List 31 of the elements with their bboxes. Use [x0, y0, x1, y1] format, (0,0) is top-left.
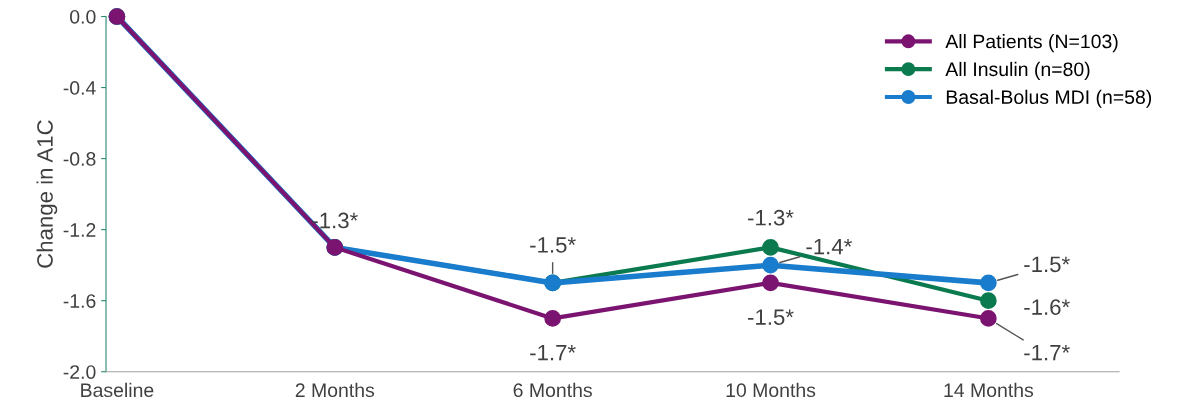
- annotation: -1.7*: [530, 344, 576, 361]
- annotation: -1.4*: [806, 238, 852, 255]
- annotation: -1.5*: [1024, 256, 1070, 273]
- x-tick-label: Baseline: [81, 382, 154, 398]
- annotation: -1.7*: [1024, 344, 1070, 361]
- x-tick-label: 2 Months: [295, 382, 375, 398]
- y-tick-label: 0.0: [70, 9, 96, 24]
- point: [544, 310, 561, 327]
- legend-label: Basal-Bolus MDI (n=58): [946, 89, 1152, 108]
- point: [980, 274, 997, 292]
- point: [762, 274, 779, 292]
- y-tick-label: -1.2: [63, 223, 96, 237]
- annotation: -1.6*: [1024, 299, 1070, 315]
- point: [980, 292, 997, 309]
- annotation: -1.5*: [530, 237, 576, 253]
- x-tick-label: 10 Months: [726, 382, 816, 398]
- point: [762, 256, 779, 274]
- point: [980, 310, 997, 327]
- y-tick-label: -1.6: [63, 294, 96, 308]
- annotation: -1.3*: [748, 209, 794, 226]
- legend-label: All Patients (N=103): [945, 34, 1118, 53]
- annotation: -1.5*: [748, 309, 794, 325]
- legend-label: All Insulin (n=80): [945, 61, 1090, 80]
- y-tick-label: -2.0: [63, 365, 96, 379]
- annotation: -1.3*: [312, 212, 358, 229]
- y-axis-title: Change in A1C: [36, 120, 58, 268]
- x-tick-label: 6 Months: [513, 382, 592, 398]
- y-tick-label: -0.8: [63, 152, 96, 166]
- x-tick-label: 14 Months: [944, 382, 1034, 398]
- point: [762, 239, 779, 256]
- y-tick-label: -0.4: [63, 81, 96, 95]
